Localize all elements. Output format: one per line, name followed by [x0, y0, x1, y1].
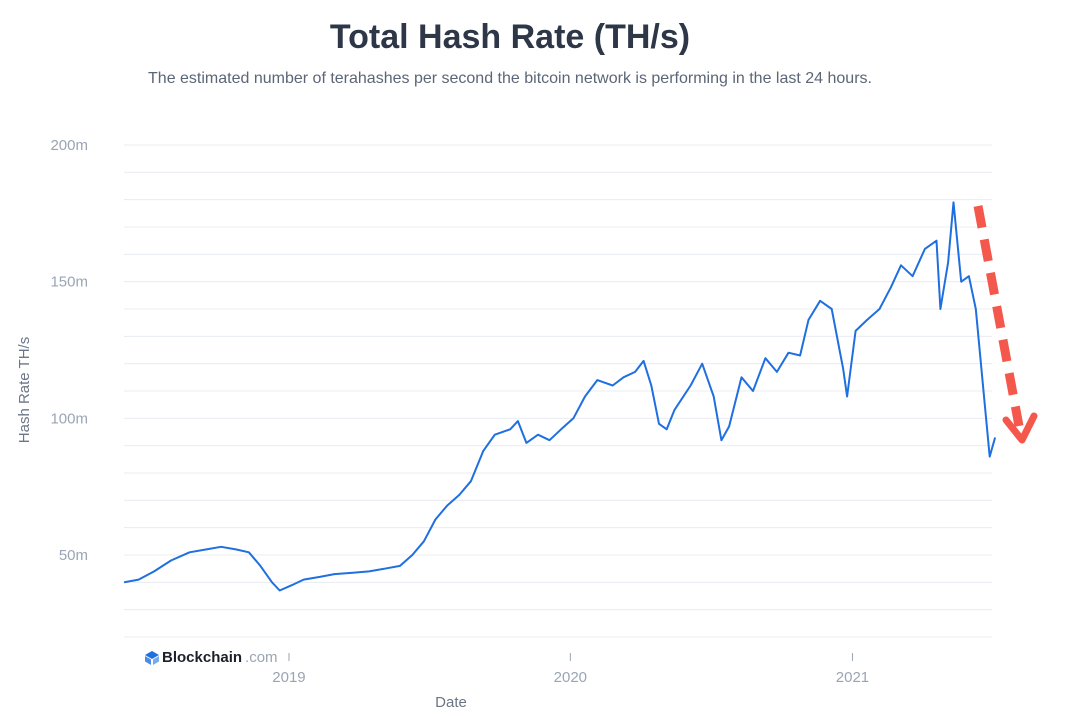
- x-axis: 2019 2020 2021: [272, 653, 869, 686]
- x-tick-label: 2020: [554, 669, 587, 686]
- y-tick-label: 150m: [50, 274, 88, 291]
- y-tick-label: 200m: [50, 137, 88, 154]
- brand-suffix: .com: [245, 649, 278, 666]
- series-line-hash-rate: [123, 201, 997, 592]
- chart-subtitle: The estimated number of terahashes per s…: [148, 70, 872, 87]
- brand-logo: Blockchain .com: [145, 649, 278, 666]
- y-tick-label: 50m: [59, 547, 88, 564]
- brand-name: Blockchain: [162, 649, 243, 666]
- grid-lines: [124, 144, 992, 638]
- y-axis-label: Hash Rate TH/s: [16, 337, 33, 443]
- chart-title: Total Hash Rate (TH/s): [329, 18, 691, 56]
- blockchain-logo-icon: [145, 650, 159, 665]
- x-tick-label: 2019: [272, 669, 305, 686]
- y-axis: 50m 100m 150m 200m: [50, 137, 88, 564]
- y-tick-label: 100m: [50, 410, 88, 427]
- downtrend-arrow: [973, 205, 1038, 444]
- x-tick-label: 2021: [836, 669, 869, 686]
- x-axis-label: Date: [435, 694, 467, 711]
